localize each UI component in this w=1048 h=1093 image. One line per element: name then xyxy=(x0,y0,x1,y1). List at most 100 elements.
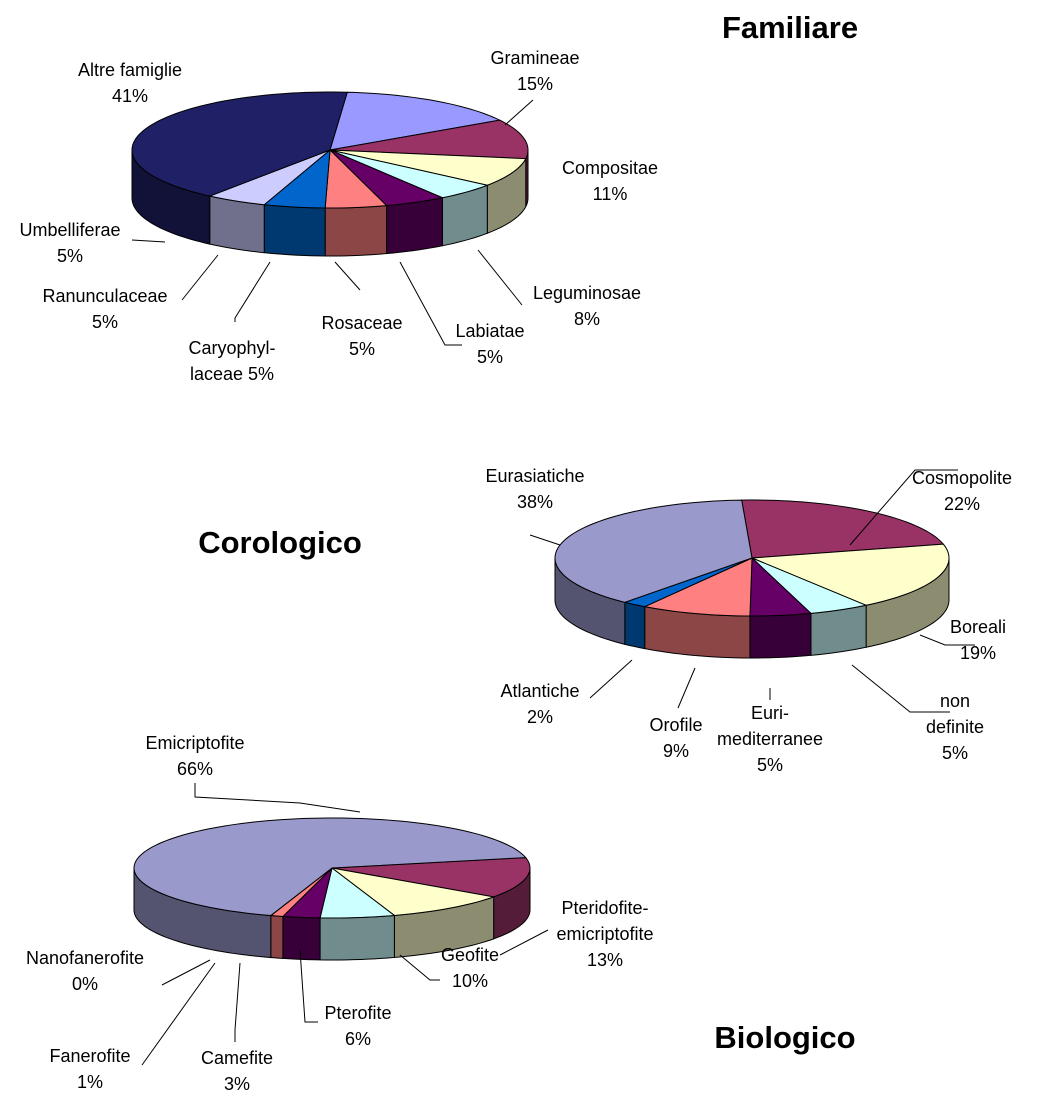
percent-label: 22% xyxy=(943,494,981,514)
slice-label: Camefite 3% xyxy=(201,1045,273,1093)
slice-side xyxy=(749,612,812,659)
percent-label: 38% xyxy=(516,492,554,512)
slice-label: Orofile 9% xyxy=(649,712,702,764)
percent-label: 5% xyxy=(756,755,783,775)
slice-label: Euri- mediterranee 5% xyxy=(717,700,823,778)
leader-line xyxy=(234,261,271,322)
leader-line xyxy=(399,954,440,981)
slice-label: Pteridofite- emicriptofite 13% xyxy=(556,895,653,973)
slice-label: Labiatae 5% xyxy=(455,318,524,370)
slice xyxy=(749,556,813,617)
slice xyxy=(554,499,753,603)
category-name: Camefite xyxy=(200,1048,274,1068)
leader-line xyxy=(849,469,958,546)
slice-label: non definite 5% xyxy=(909,688,1002,766)
leader-line xyxy=(234,962,241,1042)
category-name: Leguminosae xyxy=(532,283,642,303)
slice-side xyxy=(319,914,395,961)
slice xyxy=(207,149,331,206)
category-name: Eurasiatiche xyxy=(485,466,585,486)
category-name: Altre famiglie xyxy=(77,60,183,80)
percent-label: 13% xyxy=(586,950,624,970)
category-name: Pteridofite- emicriptofite xyxy=(556,898,654,944)
slice-label: Leguminosae 8% xyxy=(533,280,641,332)
percent-label: 5% xyxy=(348,339,375,359)
category-name: Cosmopolite xyxy=(911,468,1013,488)
category-name: Geofite xyxy=(440,945,500,965)
leader-line xyxy=(677,667,696,709)
slice-label: Emicriptofite 66% xyxy=(145,730,244,782)
slice xyxy=(331,867,496,916)
percent-label: 5% xyxy=(56,246,84,266)
leader-line xyxy=(529,534,561,546)
leader-line xyxy=(334,261,361,291)
slice xyxy=(643,557,753,617)
percent-label: 1% xyxy=(76,1072,104,1092)
category-name: Pterofite xyxy=(324,1003,392,1023)
slice xyxy=(329,119,529,160)
slice xyxy=(751,543,950,606)
slice xyxy=(133,817,527,917)
slice-label: Pterofite 6% xyxy=(324,1000,391,1052)
category-name: Emicriptofite xyxy=(145,733,245,753)
slice-label: Caryophyl- laceae 5% xyxy=(188,335,275,387)
percent-label: 10% xyxy=(451,971,489,991)
percent-label: 5% xyxy=(248,364,275,384)
leader-line xyxy=(161,959,211,986)
category-name: Euri- mediterranee xyxy=(716,703,824,749)
slice xyxy=(329,149,445,207)
slice-label: Rosaceae 5% xyxy=(321,310,402,362)
percent-label: 66% xyxy=(176,759,214,779)
slice xyxy=(331,857,531,898)
slice-label: Geofite 10% xyxy=(441,942,499,994)
leader-line xyxy=(399,261,462,346)
percent-label: 41% xyxy=(111,86,149,106)
slice xyxy=(324,148,388,209)
leader-line xyxy=(589,659,633,699)
slice-label: Fanerofite 1% xyxy=(49,1043,130,1093)
slice-side xyxy=(282,915,321,961)
slice xyxy=(329,149,527,186)
percent-label: 19% xyxy=(959,643,997,663)
category-name: Labiatae xyxy=(455,321,525,341)
slice xyxy=(741,499,945,559)
slice-side xyxy=(209,195,265,254)
slice-side xyxy=(624,601,646,650)
category-name: non definite xyxy=(925,691,985,737)
category-name: Nanofanerofite xyxy=(25,948,145,968)
leader-line xyxy=(477,249,523,306)
category-name: Rosaceae xyxy=(321,313,403,333)
slice-side xyxy=(270,915,284,959)
slice-label: Gramineae 15% xyxy=(490,45,579,97)
category-name: Umbelliferae xyxy=(19,220,121,240)
slice-label: Boreali 19% xyxy=(950,614,1006,666)
category-name: Ranunculaceae xyxy=(42,286,168,306)
slice-side xyxy=(324,205,388,257)
category-name: Gramineae xyxy=(490,48,580,68)
slice-label: Umbelliferae 5% xyxy=(19,217,120,269)
slice-label: Ranunculaceae 5% xyxy=(42,283,167,335)
percent-label: 0% xyxy=(71,974,98,994)
category-name: Orofile xyxy=(649,715,703,735)
slice-label: Compositae 11% xyxy=(562,155,658,207)
slice xyxy=(319,867,396,919)
slice-label: Atlantiche 2% xyxy=(500,678,579,730)
percent-label: 15% xyxy=(516,74,554,94)
category-name: Caryophyl- laceae xyxy=(188,338,276,384)
category-name: Atlantiche xyxy=(500,681,580,701)
percent-label: 3% xyxy=(223,1074,250,1093)
leader-line xyxy=(504,99,534,126)
leader-line xyxy=(194,783,361,813)
chart-title: Corologico xyxy=(198,525,362,560)
percent-label: 5% xyxy=(941,743,968,763)
slice-label: Nanofanerofite 0% xyxy=(26,945,144,997)
slice-label: Altre famiglie 41% xyxy=(78,57,182,109)
slice xyxy=(751,557,868,614)
leader-line xyxy=(499,929,549,956)
leader-line xyxy=(131,239,166,243)
percent-label: 5% xyxy=(476,347,504,367)
leader-line xyxy=(919,634,975,646)
category-name: Compositae xyxy=(561,158,659,178)
percent-label: 2% xyxy=(526,707,553,727)
